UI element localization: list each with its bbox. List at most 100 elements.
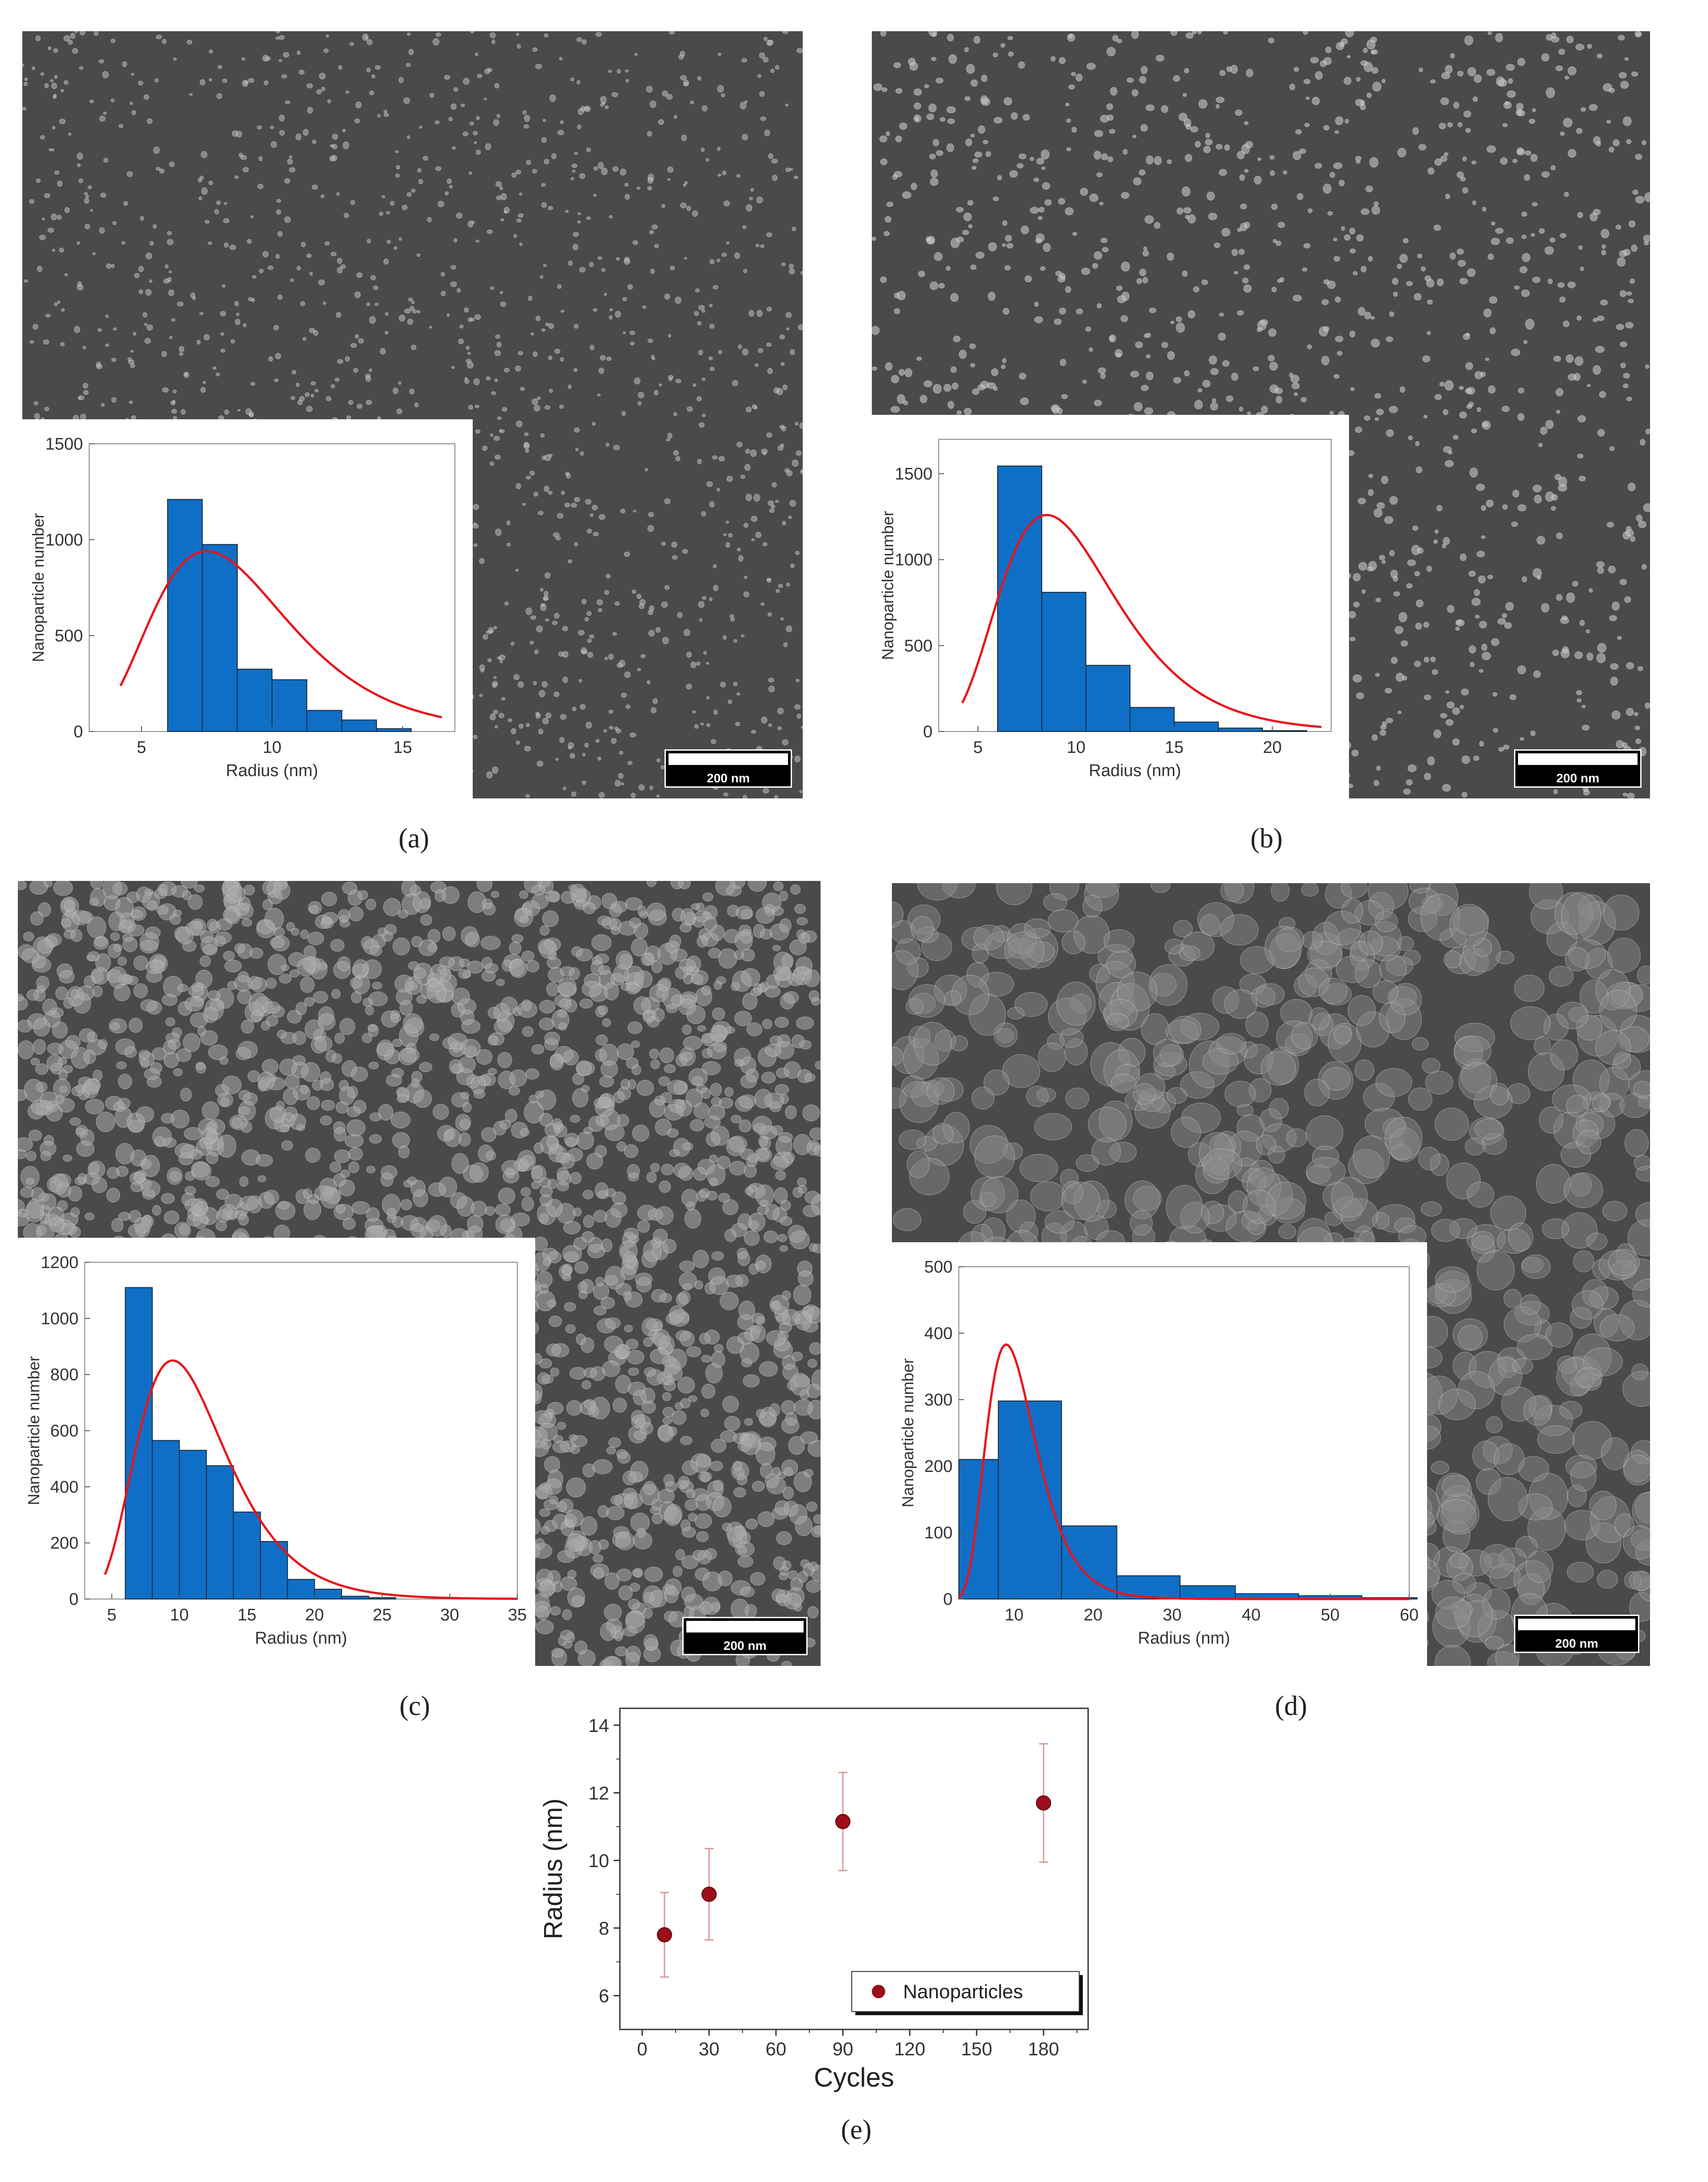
y-axis-label: Nanoparticle number (899, 1358, 917, 1507)
histogram-bar (1180, 1585, 1236, 1600)
histogram-bar (958, 1459, 999, 1599)
histogram-bar (998, 1400, 1062, 1599)
x-tick-label: 10 (170, 1606, 189, 1624)
y-axis-label: Nanoparticle number (879, 511, 897, 660)
x-tick-label: 5 (107, 1606, 116, 1624)
fit-curve (104, 1359, 517, 1600)
y-tick-label: 400 (924, 1324, 953, 1343)
x-tick-label: 20 (1263, 738, 1282, 757)
y-tick-label: 10 (588, 1850, 609, 1871)
histogram-bar (1085, 665, 1130, 732)
x-tick-label: 30 (440, 1606, 459, 1624)
y-tick-label: 0 (943, 1590, 953, 1609)
x-tick-label: 10 (1005, 1606, 1023, 1624)
x-tick-label: 5 (973, 738, 982, 757)
histogram-bar (233, 1511, 261, 1599)
y-tick-label: 500 (55, 627, 83, 645)
marker (1036, 1795, 1051, 1811)
histogram-bar (314, 1588, 342, 1600)
caption-a: (a) (398, 823, 429, 854)
histogram-bar (1174, 721, 1219, 732)
histogram-bar (260, 1541, 288, 1599)
y-tick-label: 500 (904, 636, 932, 655)
x-tick-label: 120 (894, 2038, 925, 2059)
histogram-bar (237, 669, 273, 732)
data-point (701, 1848, 717, 1941)
histogram-inset-b: 5 10 15 20 0 500 1000 1500 Radius (nm) Nanopartic… (872, 415, 1349, 798)
scale-bar-d: 200 nm (1514, 1615, 1639, 1653)
x-tick-label: 5 (137, 738, 146, 757)
x-tick-label: 10 (1067, 738, 1085, 757)
histogram-bar (287, 1579, 315, 1599)
x-tick-label: 180 (1028, 2038, 1059, 2059)
data-point (657, 1892, 672, 1978)
sem-image-d: 10 20 30 40 50 60 0 100 200 300 400 500 Radius (nm) N… (892, 883, 1650, 1666)
legend-marker (872, 1985, 885, 1998)
x-axis-label: Radius (nm) (1138, 1629, 1230, 1648)
scale-bar-b: 200 nm (1514, 749, 1642, 788)
x-tick-label: 40 (1242, 1606, 1260, 1624)
fit-curve (120, 550, 442, 719)
y-tick-label: 200 (924, 1457, 953, 1476)
y-tick-label: 1200 (41, 1253, 78, 1272)
y-tick-label: 1000 (45, 531, 83, 550)
x-tick-label: 150 (961, 2038, 992, 2059)
histogram-bar (341, 719, 377, 732)
x-tick-label: 15 (1165, 738, 1184, 757)
histogram-bar (124, 1287, 153, 1599)
y-axis-label: Radius (nm) (539, 1798, 568, 1939)
histogram-bar (1116, 1575, 1181, 1599)
x-tick-label: 20 (1084, 1606, 1102, 1624)
y-tick-label: 14 (588, 1715, 609, 1736)
histogram-bar (179, 1450, 207, 1599)
x-tick-label: 0 (637, 2038, 647, 2059)
y-tick-label: 500 (924, 1258, 953, 1277)
histogram-bar (306, 710, 342, 732)
histogram-bar (341, 1595, 369, 1599)
histogram-bar (1218, 727, 1263, 732)
histogram-c: 5 10 15 20 25 30 35 0 200 400 600 800 1000 1200 Radius… (25, 1253, 527, 1648)
histogram-b: 5 10 15 20 0 500 1000 1500 Radius (nm) Nanopartic… (879, 439, 1332, 780)
y-tick-label: 200 (50, 1534, 78, 1553)
x-axis-label: Cycles (814, 2062, 894, 2092)
y-tick-label: 0 (69, 1590, 78, 1609)
y-tick-label: 600 (50, 1422, 78, 1441)
x-tick-label: 10 (263, 738, 281, 757)
histogram-bar (376, 728, 412, 732)
y-tick-label: 0 (923, 723, 932, 741)
y-tick-label: 6 (599, 1985, 609, 2006)
marker (701, 1886, 717, 1902)
y-axis-label: Nanoparticle number (29, 513, 47, 662)
legend-label: Nanoparticles (903, 1981, 1023, 2003)
x-axis-label: Radius (nm) (1089, 761, 1181, 780)
histogram-bar (202, 544, 238, 732)
caption-d: (d) (1275, 1691, 1308, 1721)
fit-curve (961, 513, 1322, 728)
scale-bar-a: 200 nm (664, 749, 792, 788)
y-tick-label: 12 (588, 1782, 609, 1803)
y-tick-label: 100 (924, 1524, 953, 1542)
histogram-a: 5 10 15 0 500 1000 1500 Radius (nm) Nanoparticle… (29, 435, 455, 780)
y-tick-label: 1500 (895, 465, 932, 484)
y-tick-label: 1000 (895, 551, 932, 570)
data-point (835, 1772, 850, 1872)
histogram-bar (1061, 1525, 1118, 1599)
histogram-bar (152, 1440, 180, 1599)
x-axis-label: Radius (nm) (255, 1629, 347, 1648)
sem-image-c: 5 10 15 20 25 30 35 0 200 400 600 800 1000 1200 Radius… (18, 881, 821, 1666)
x-tick-label: 20 (305, 1606, 324, 1624)
x-tick-label: 90 (833, 2038, 854, 2059)
x-tick-label: 25 (373, 1606, 392, 1624)
y-tick-label: 8 (599, 1918, 609, 1939)
x-tick-label: 30 (1163, 1606, 1181, 1624)
marker (657, 1927, 672, 1942)
x-tick-label: 60 (766, 2038, 787, 2059)
legend: Nanoparticles (851, 1971, 1083, 2015)
y-tick-label: 1500 (45, 435, 83, 454)
histogram-inset-d: 10 20 30 40 50 60 0 100 200 300 400 500 Radius (nm) N… (892, 1242, 1427, 1666)
histogram-bar (272, 679, 307, 732)
histogram-bar (1041, 591, 1086, 732)
data-point (1036, 1743, 1051, 1863)
marker (835, 1814, 850, 1829)
x-tick-label: 35 (508, 1606, 527, 1624)
